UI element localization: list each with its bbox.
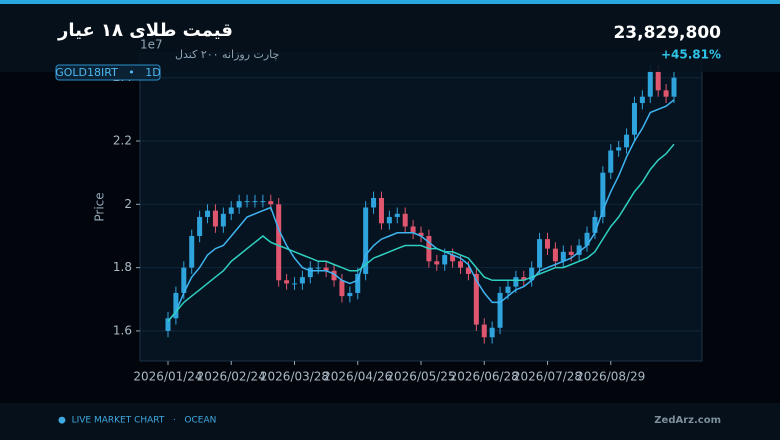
candle-body [339,280,345,297]
candle-body [181,267,187,293]
top-strip [0,0,780,4]
candle-body [268,201,274,205]
candle-body [434,261,440,265]
change: +45.81% [661,48,721,62]
candle-body [410,226,416,233]
candle-body [236,201,242,208]
candle-body [228,207,234,214]
offset-label: 1e7 [140,38,163,52]
y-axis-label: Price [93,192,107,221]
footer-brand: ZedArz.com [654,415,721,426]
badge: GOLD18IRT • 1D [55,66,161,79]
candle-body [655,71,661,91]
candle-body [521,277,527,281]
header-band [0,0,780,72]
candle-body [197,216,203,236]
moving-average-line [167,143,675,322]
y-tick-label: 1.6 [113,323,132,337]
candle-body [663,90,669,97]
candle-body [173,292,179,319]
x-tick-label: 2026/02/24 [197,370,266,384]
x-tick-label: 2026/01/24 [133,370,202,384]
candle-body [608,150,614,173]
candle-body [323,267,329,271]
candle-body [205,210,211,217]
y-tick-label: 2 [124,197,132,211]
candle-body [481,324,487,338]
footer-band [0,403,780,440]
moving-average-line [167,99,675,322]
candle-body [284,280,290,284]
candle-body [260,201,266,203]
candle-body [568,251,574,255]
candle-body [378,197,384,224]
candle-body [307,267,313,278]
candle-body [355,273,361,293]
candle-body [513,277,519,287]
candle-body [647,71,653,97]
candle-body [639,96,645,104]
plot-area [139,52,703,362]
candle-body [299,277,305,284]
y-tick-label: 1.8 [113,260,132,274]
candle-body [315,267,321,269]
price: 23,829,800 [613,23,721,43]
title: قیمت طلای ۱۸ عیار [57,20,233,41]
candle-body [552,248,558,262]
candle-body [244,201,250,203]
x-tick-label: 2026/07/28 [513,370,582,384]
subtitle: چارت روزانه ۲۰۰ کندل [175,48,279,61]
candle-body [386,216,392,224]
candle-body [450,254,456,262]
candle-body [592,216,598,233]
candle-body [347,292,353,297]
candle-body [402,213,408,227]
candle-body [497,292,503,328]
x-tick-label: 2026/05/25 [386,370,455,384]
badge-box [55,64,161,81]
candle-body [458,261,464,268]
candle-body [442,254,448,265]
candle-body [363,207,369,274]
candle-body [545,239,550,249]
candle-body [584,232,590,246]
candle-body [220,213,226,227]
x-tick-label: 2026/06/28 [450,370,519,384]
footer-live: ● LIVE MARKET CHART · OCEAN [58,416,216,426]
x-tick-label: 2026/03/28 [260,370,329,384]
candle-body [529,267,535,281]
candle-body [631,103,637,135]
candle-body [473,273,479,325]
plot-layer: 1.61.822.22.42026/01/242026/02/242026/03… [113,65,702,384]
candle-body [560,251,566,262]
candle-body [671,77,677,97]
candle-body [189,235,195,268]
candle-body [165,318,171,331]
candle-body [276,204,282,281]
candle-body [394,213,400,217]
candle-body [292,283,297,285]
candle-body [465,267,471,274]
candle-body [505,286,511,293]
candle-body [212,210,218,227]
candle-body [616,147,622,151]
candle-body [371,197,377,208]
candle-body [576,245,582,255]
candle-body [418,232,424,236]
candle-body [331,270,337,281]
candle-body [537,239,543,268]
y-tick-label: 2.2 [113,134,132,148]
candle-body [624,134,630,148]
x-tick-label: 2026/04/26 [323,370,392,384]
candle-body [489,327,495,338]
x-tick-label: 2026/08/29 [576,370,645,384]
candle-body [600,172,606,217]
candle-body [252,201,258,203]
